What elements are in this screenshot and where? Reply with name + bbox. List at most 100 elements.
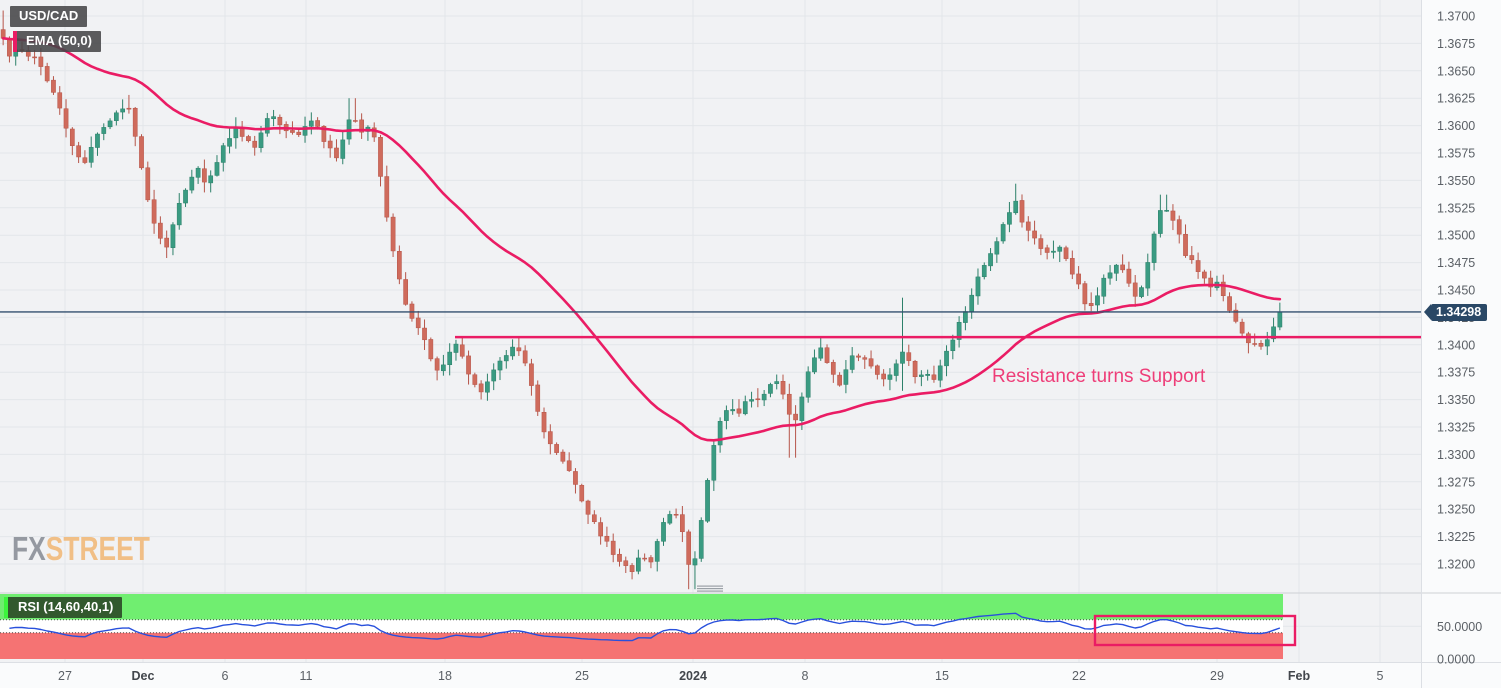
candle (472, 374, 478, 385)
rsi-neutral-band (0, 619, 1283, 633)
candle (1113, 264, 1119, 274)
candles-layer (0, 10, 1283, 590)
time-axis-label: 29 (1210, 669, 1224, 683)
candle (654, 541, 660, 562)
candle (1082, 283, 1088, 305)
candle (1158, 210, 1163, 234)
candle (623, 560, 629, 566)
time-axis[interactable] (0, 662, 1421, 688)
candle (705, 480, 710, 522)
candle (371, 127, 377, 138)
candle (560, 451, 566, 462)
candle (120, 108, 125, 113)
pane-resize-handle[interactable] (697, 585, 723, 587)
candle (629, 565, 635, 572)
time-axis-label: 11 (300, 669, 313, 683)
price-tick-label: 1.3375 (1437, 366, 1475, 380)
candle (1000, 224, 1006, 242)
time-axis-label: 22 (1072, 669, 1086, 683)
candle (1069, 258, 1075, 275)
price-tick-label: 1.3650 (1437, 64, 1475, 78)
ema-legend-label: EMA (50,0) (26, 33, 92, 48)
rsi-legend-badge[interactable]: RSI (14,60,40,1) (4, 597, 123, 618)
rsi-tick-label: 50.0000 (1437, 620, 1482, 634)
candle (1132, 282, 1138, 297)
candle (57, 92, 63, 109)
chart-annotation: Resistance turns Support (992, 366, 1206, 387)
chart-plot-area[interactable] (0, 0, 1421, 662)
candle (975, 276, 981, 297)
time-axis-label: 5 (1377, 669, 1384, 683)
symbol-legend-badge[interactable]: USD/CAD (10, 6, 88, 27)
candle (1044, 247, 1050, 253)
candle (308, 120, 314, 127)
candle (447, 351, 453, 366)
candle (547, 431, 553, 445)
price-tick-label: 1.3300 (1437, 448, 1475, 462)
candle (711, 445, 717, 481)
candle (95, 133, 100, 148)
candle (126, 107, 132, 110)
candle (906, 352, 912, 361)
candle (931, 374, 937, 380)
candle (1239, 321, 1245, 334)
candle (114, 112, 119, 121)
candle (554, 444, 559, 453)
ema-legend-badge[interactable]: EMA (50,0) (13, 31, 101, 52)
candle (252, 140, 258, 148)
candle (636, 557, 641, 572)
price-tick-label: 1.3600 (1437, 119, 1475, 133)
candle (290, 130, 295, 133)
candle (541, 412, 547, 433)
candle (107, 120, 113, 128)
candle (352, 120, 358, 122)
candle (397, 251, 402, 280)
candle (69, 128, 75, 146)
candle (51, 79, 56, 93)
candle (1063, 247, 1069, 259)
candle (566, 460, 572, 471)
candle (573, 471, 578, 485)
price-tick-label: 1.3350 (1437, 393, 1475, 407)
rsi-overbought-band (0, 594, 1283, 620)
candle (0, 29, 6, 39)
candle (919, 374, 924, 377)
symbol-legend-label: USD/CAD (19, 8, 79, 23)
time-axis-label: 18 (438, 669, 452, 683)
candle (1007, 212, 1012, 225)
candle (334, 147, 339, 159)
candle (780, 381, 786, 395)
price-tick-label: 1.3550 (1437, 174, 1475, 188)
candle (491, 369, 497, 382)
candle (686, 531, 692, 565)
candle (214, 162, 220, 176)
candle (988, 253, 993, 267)
candle (132, 107, 138, 137)
candle (227, 138, 232, 147)
price-tick-label: 1.3525 (1437, 201, 1475, 215)
candle (661, 522, 666, 542)
candle (862, 357, 868, 360)
pane-resize-handle[interactable] (697, 588, 723, 590)
candle (441, 364, 446, 372)
candle (38, 56, 44, 67)
time-axis-label: 8 (802, 669, 809, 683)
pane-resize-handle[interactable] (697, 590, 723, 592)
candle (63, 108, 69, 129)
candle (667, 514, 673, 524)
time-axis-label: 27 (58, 669, 72, 683)
price-axis[interactable] (1421, 0, 1501, 688)
candle (944, 350, 949, 367)
candle (1013, 200, 1019, 214)
candle (277, 116, 283, 126)
candle (170, 224, 176, 248)
current-price-badge: 1.34298 (1423, 304, 1488, 321)
candle (692, 558, 698, 566)
candle (793, 413, 798, 421)
candle (849, 355, 855, 370)
candle (579, 485, 585, 502)
candle (296, 131, 302, 135)
candle (1176, 219, 1182, 235)
candle (604, 535, 610, 542)
